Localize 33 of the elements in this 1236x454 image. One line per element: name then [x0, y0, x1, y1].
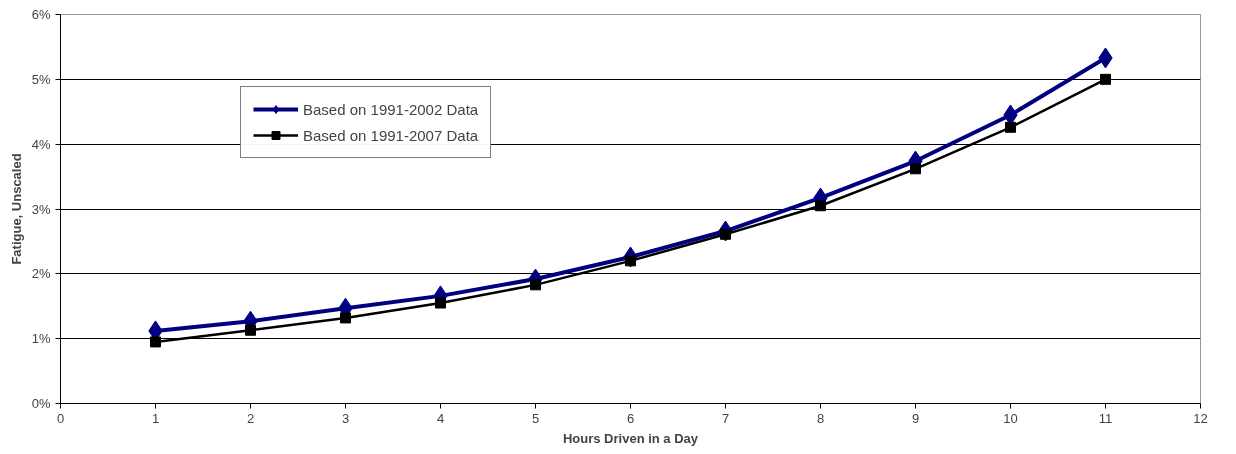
x-tick-label: 1	[151, 410, 160, 426]
x-tick-label: 2	[246, 410, 255, 426]
x-tick-label: 3	[341, 410, 350, 426]
legend-label: Based on 1991-2007 Data	[303, 126, 479, 144]
y-tick-label: 3%	[31, 201, 51, 217]
x-tick-label: 4	[436, 410, 445, 426]
x-tick-label: 9	[911, 410, 920, 426]
point	[910, 163, 921, 175]
x-tick-label: 6	[626, 410, 635, 426]
point	[530, 279, 541, 291]
point	[1005, 121, 1016, 133]
y-tick-label: 6%	[31, 7, 51, 22]
legend-label: Based on 1991-2002 Data	[303, 100, 479, 118]
y-tick-label: 2%	[31, 266, 51, 282]
point	[150, 336, 161, 348]
x-tick-label: 11	[1098, 410, 1113, 426]
point	[1100, 73, 1111, 85]
x-axis-title: Hours Driven in a Day	[562, 430, 699, 446]
point	[435, 297, 446, 309]
point	[815, 200, 826, 212]
x-tick-label: 5	[531, 410, 540, 426]
y-tick-label: 1%	[31, 331, 51, 347]
point	[340, 312, 351, 324]
x-tick-label: 7	[721, 410, 730, 426]
x-tick-label: 8	[816, 410, 825, 426]
y-tick-label: 0%	[31, 396, 51, 411]
x-tick-label: 10	[1003, 410, 1018, 426]
y-tick-label: 4%	[31, 136, 51, 152]
y-tick-label: 5%	[31, 71, 51, 87]
x-tick-label: 0	[56, 410, 65, 426]
point	[245, 324, 256, 336]
x-tick-label: 12	[1193, 410, 1208, 426]
y-axis-title: Fatigue, Unscaled	[8, 153, 24, 265]
